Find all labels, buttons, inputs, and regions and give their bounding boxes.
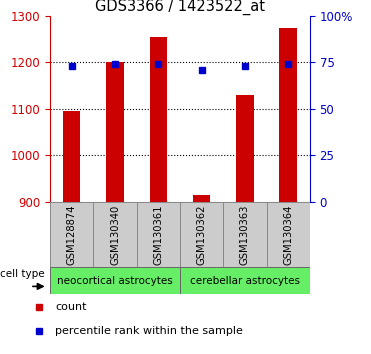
Text: cerebellar astrocytes: cerebellar astrocytes [190, 275, 300, 286]
FancyBboxPatch shape [93, 202, 137, 267]
Bar [193, 195, 210, 202]
Text: GSM128874: GSM128874 [67, 204, 77, 265]
Text: GSM130363: GSM130363 [240, 204, 250, 265]
Text: neocortical astrocytes: neocortical astrocytes [57, 275, 173, 286]
FancyBboxPatch shape [50, 267, 180, 294]
FancyBboxPatch shape [223, 202, 266, 267]
Text: count: count [55, 302, 86, 312]
Title: GDS3366 / 1423522_at: GDS3366 / 1423522_at [95, 0, 265, 15]
Text: GSM130340: GSM130340 [110, 204, 120, 265]
Bar [106, 62, 124, 202]
Bar [63, 111, 81, 202]
Text: cell type: cell type [0, 269, 45, 279]
Bar [279, 28, 297, 202]
Text: GSM130362: GSM130362 [197, 204, 207, 265]
FancyBboxPatch shape [180, 202, 223, 267]
Text: percentile rank within the sample: percentile rank within the sample [55, 326, 243, 337]
Text: GSM130361: GSM130361 [153, 204, 163, 265]
FancyBboxPatch shape [180, 267, 310, 294]
FancyBboxPatch shape [137, 202, 180, 267]
Bar [236, 95, 253, 202]
FancyBboxPatch shape [266, 202, 310, 267]
FancyBboxPatch shape [50, 202, 93, 267]
Bar [150, 37, 167, 202]
Text: GSM130364: GSM130364 [283, 204, 293, 265]
